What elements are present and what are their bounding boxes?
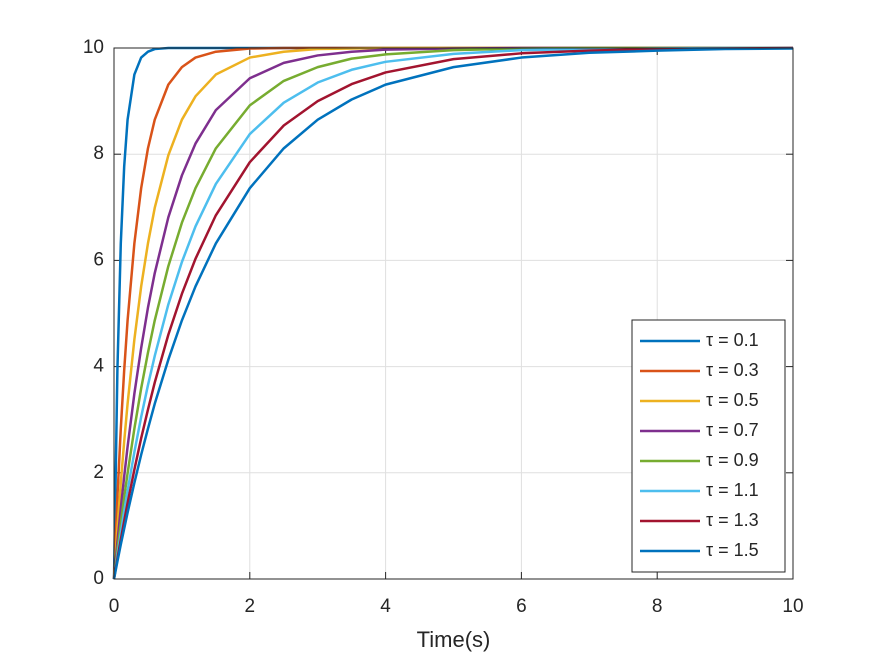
y-tick-label: 8: [93, 143, 104, 164]
x-tick-label: 8: [652, 596, 663, 617]
series-line: [112, 47, 794, 580]
legend-label: τ = 1.1: [706, 480, 759, 500]
y-tick-label: 10: [83, 37, 104, 58]
x-axis-label: Time(s): [417, 627, 491, 652]
series-line: [112, 46, 794, 580]
legend-label: τ = 0.7: [706, 420, 759, 440]
y-tick-label: 4: [93, 356, 104, 377]
axes-box: [113, 47, 794, 580]
legend-label: τ = 0.9: [706, 450, 759, 470]
legend-label: τ = 0.1: [706, 330, 759, 350]
y-tick-label: 0: [93, 568, 104, 589]
x-tick-label: 6: [516, 596, 527, 617]
x-tick-label: 2: [245, 596, 256, 617]
legend-label: τ = 0.3: [706, 360, 759, 380]
legend-box: [631, 319, 786, 573]
x-tick-label: 10: [782, 596, 803, 617]
legend-label: τ = 1.3: [706, 510, 759, 530]
series-line: [112, 46, 793, 580]
y-tick-label: 2: [93, 462, 104, 483]
x-tick-label: 4: [380, 596, 391, 617]
x-tick-label: 0: [109, 596, 120, 617]
y-tick-label: 6: [93, 249, 104, 270]
legend-label: τ = 1.5: [706, 540, 759, 560]
legend-label: τ = 0.5: [706, 390, 759, 410]
